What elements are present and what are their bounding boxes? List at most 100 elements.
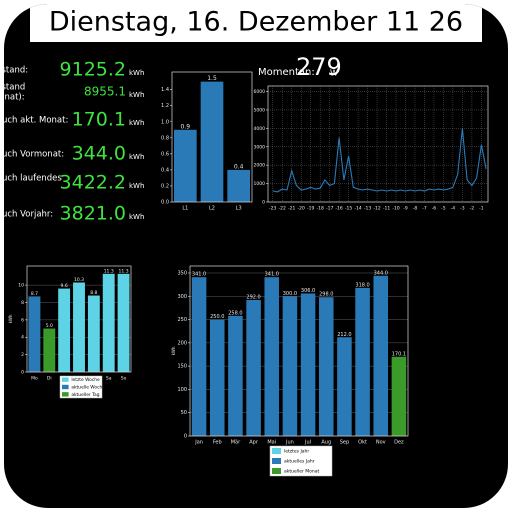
x-tick-label: Apr <box>249 440 259 446</box>
stat-unit: kWh <box>129 119 144 127</box>
y-tick-label: 0 <box>262 200 265 206</box>
stat-unit: kWh <box>129 153 144 161</box>
value-label: 250.0 <box>210 314 224 320</box>
x-tick-label: Jun <box>285 440 294 446</box>
x-tick-label: -22 <box>279 206 286 212</box>
y-tick-label: 1.0 <box>161 119 169 125</box>
axes-frame <box>26 265 132 373</box>
legend-swatch <box>272 448 281 454</box>
value-label: 8.7 <box>31 291 38 297</box>
x-tick-label: Jul <box>304 440 311 446</box>
y-tick-label: 6 <box>21 317 24 323</box>
chart: 0 1000 2000 3000 4000 5000 6000 -23 -22 -21 -20 -19… <box>254 85 489 212</box>
value-label: 300.0 <box>283 291 297 297</box>
y-tick-label: 200 <box>177 340 187 346</box>
stat-label: Zählerstand: <box>0 66 28 76</box>
stat-value: 3422.2 <box>60 172 126 194</box>
stat-label: Zählerstand <box>0 83 25 93</box>
legend-label: aktueller Monat <box>284 469 320 475</box>
bar <box>355 287 370 436</box>
x-tick-label: -15 <box>345 206 352 212</box>
y-tick-label: 2 <box>21 352 24 358</box>
x-tick-label: -1 <box>479 206 484 212</box>
x-tick-label: -12 <box>373 206 380 212</box>
y-tick-label: 300 <box>177 294 187 300</box>
x-tick-label: -8 <box>413 206 418 212</box>
x-tick-label: -9 <box>403 206 408 212</box>
stat-label: Verbrauch Vorjahr: <box>0 210 53 220</box>
y-tick-label: 8 <box>21 300 24 306</box>
y-tick-label: 50 <box>181 410 187 416</box>
x-tick-label: L1 <box>182 206 188 212</box>
stat-unit: kWh <box>129 213 144 221</box>
x-tick-label: -14 <box>354 206 361 212</box>
y-tick-label: 0.8 <box>161 135 169 141</box>
y-tick-label: 4000 <box>254 126 266 132</box>
value-label: 341.0 <box>192 272 206 278</box>
legend-swatch <box>272 468 281 474</box>
y-axis-label: kWh <box>8 314 13 323</box>
x-tick-label: L2 <box>209 206 215 212</box>
x-tick-label: -10 <box>392 206 399 212</box>
legend-box <box>59 375 103 399</box>
stat-unit: kWh <box>129 182 144 190</box>
x-tick-label: Di <box>47 376 52 382</box>
bar <box>282 296 298 436</box>
momentan-unit: W <box>330 69 338 78</box>
value-label: 258.0 <box>228 310 242 316</box>
line <box>272 128 487 193</box>
value-label: 5.0 <box>46 323 53 329</box>
legend-swatch <box>62 384 69 390</box>
value-label: 344.0 <box>374 270 388 276</box>
bar <box>246 300 261 436</box>
legend-swatch <box>62 377 69 382</box>
bar <box>209 319 225 436</box>
bar <box>87 295 100 372</box>
momentan-label: Momentan: <box>258 67 315 78</box>
stat-value: 344.0 <box>72 143 126 165</box>
x-tick-label: -19 <box>307 206 314 212</box>
x-tick-label: Mai <box>267 440 276 446</box>
header-band <box>30 4 482 42</box>
y-tick-label: 0.2 <box>161 183 169 189</box>
y-tick-label: 1.2 <box>161 103 169 109</box>
value-label: 212.0 <box>337 332 351 338</box>
value-label: 341.0 <box>265 272 279 278</box>
value-label: 0.4 <box>234 163 244 170</box>
x-tick-label: -18 <box>316 206 323 212</box>
y-tick-label: 4 <box>21 335 24 341</box>
value-label: 298.0 <box>319 292 333 298</box>
x-tick-label: Dez <box>394 440 404 446</box>
x-tick-label: Nov <box>376 440 386 446</box>
x-tick-label: -6 <box>432 206 437 212</box>
stat-label: Verbrauch laufendes <box>0 174 62 184</box>
bar <box>117 273 130 372</box>
y-tick-label: 10 <box>18 283 24 289</box>
legend-label: aktueller Tag <box>71 392 99 398</box>
stat-label: Verbrauch akt. Monat: <box>0 116 68 126</box>
y-tick-label: 100 <box>177 387 187 393</box>
x-tick-label: -2 <box>470 206 475 212</box>
y-tick-label: 3000 <box>254 144 266 150</box>
x-tick-label: -4 <box>451 206 456 212</box>
x-tick-label: Mär <box>231 440 241 446</box>
x-tick-label: Sep <box>340 440 349 446</box>
x-tick-label: -20 <box>298 206 305 212</box>
value-label: 9.6 <box>61 283 68 289</box>
bar <box>228 315 243 436</box>
value-label: 11.3 <box>104 268 114 274</box>
x-tick-label: -11 <box>383 206 390 212</box>
y-tick-label: 2000 <box>254 163 266 169</box>
x-tick-label: -17 <box>326 206 333 212</box>
legend-label: letzte Woche <box>71 377 100 383</box>
axes-frame <box>189 265 409 437</box>
bar <box>318 297 334 436</box>
legend-label: aktuelles Jahr <box>284 459 315 465</box>
stat-unit: kWh <box>129 91 144 99</box>
legend-label: aktuelle Woche <box>71 385 105 391</box>
y-tick-label: 0 <box>184 434 187 440</box>
chart: 0 50 100 150 200 250 300 350 kWh Jan Feb Mär Apr Mai J… <box>171 265 409 477</box>
stat-unit: kWh <box>129 69 144 77</box>
x-tick-label: Jan <box>194 440 203 446</box>
